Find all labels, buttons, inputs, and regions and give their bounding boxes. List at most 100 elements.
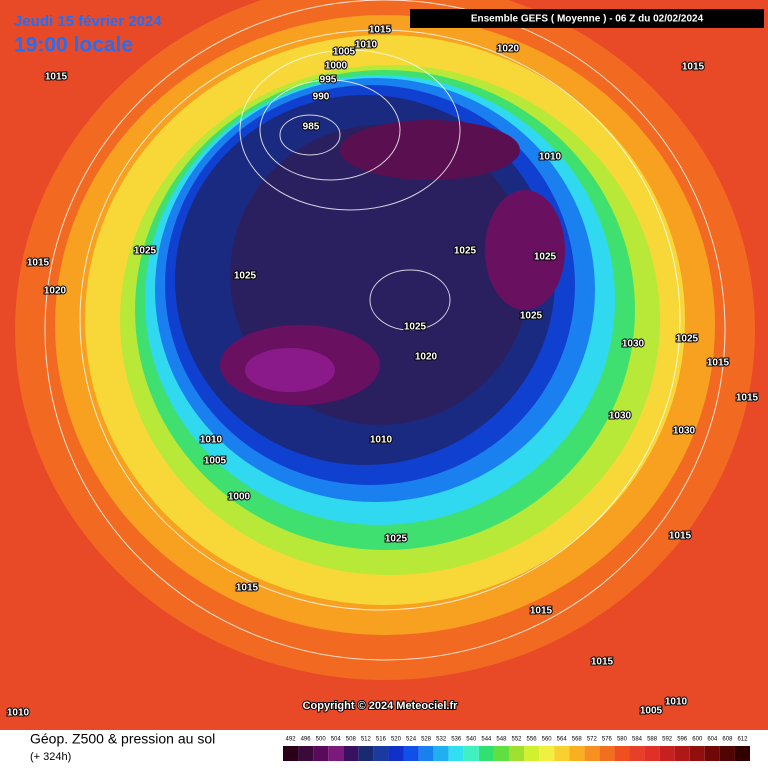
isobar-label: 1030 (673, 426, 696, 437)
lead-time: (+ 324h) (30, 751, 71, 763)
colorbar-swatch (463, 746, 479, 761)
colorbar-label: 496 (301, 737, 312, 743)
colorbar-label: 520 (391, 737, 402, 743)
colorbar-label: 516 (376, 737, 387, 743)
isobar-label: 1020 (497, 44, 520, 55)
isobar-label: 1010 (370, 435, 393, 446)
colorbar-label: 500 (316, 737, 327, 743)
colorbar-swatch (418, 746, 434, 761)
footer-title: Géop. Z500 & pression au sol (30, 731, 215, 747)
copyright: Copyright © 2024 Meteociel.fr (303, 700, 459, 712)
colorbar-label: 544 (481, 737, 492, 743)
run-box (410, 9, 764, 28)
colorbar-label: 588 (647, 737, 658, 743)
colorbar-label: 504 (331, 737, 342, 743)
isobar-label: 1025 (385, 534, 408, 545)
isobar-label: 1015 (45, 72, 68, 83)
colorbar-label: 552 (511, 737, 522, 743)
isobar-label: 1010 (665, 697, 688, 708)
colorbar-swatch (283, 746, 299, 761)
colorbar-swatch (644, 746, 660, 761)
isobar-label: 1025 (234, 271, 257, 282)
colorbar-label: 512 (361, 737, 372, 743)
colorbar-label: 524 (406, 737, 417, 743)
isobar-label: 1005 (640, 706, 663, 717)
colorbar-swatch (734, 746, 750, 761)
isobar-label: 1020 (44, 286, 67, 297)
isobar-label: 1015 (707, 358, 730, 369)
colorbar-label: 592 (662, 737, 673, 743)
isobar-label: 1010 (7, 708, 30, 719)
colorbar-swatch (358, 746, 374, 761)
isobar-label: 1025 (676, 334, 699, 345)
colorbar-swatch (403, 746, 419, 761)
isobar-label: 1015 (669, 531, 692, 542)
colorbar-swatch (433, 746, 449, 761)
isobar-label: 1015 (369, 25, 392, 36)
isobar-label: 1000 (228, 492, 251, 503)
colorbar-swatch (704, 746, 720, 761)
colorbar-label: 580 (617, 737, 628, 743)
colorbar: 492 496 500 504 508 512 516 520 524 528 532 536 540 5… (283, 737, 750, 761)
run-info: Ensemble GEFS ( Moyenne ) - 06 Z du 02/0… (471, 14, 704, 25)
isobar-label: 990 (313, 92, 330, 103)
isobar-label: 1005 (333, 47, 356, 58)
colorbar-swatch (629, 746, 645, 761)
isobar-label: 1010 (539, 152, 562, 163)
colorbar-swatch (719, 746, 735, 761)
colorbar-swatch (614, 746, 630, 761)
colorbar-swatch (689, 746, 705, 761)
isobar-label: 1030 (622, 339, 645, 350)
isobar-label: 1030 (609, 411, 632, 422)
colorbar-label: 584 (632, 737, 643, 743)
colorbar-swatch (674, 746, 690, 761)
isobar-label: 1015 (682, 62, 705, 73)
colorbar-swatch (448, 746, 464, 761)
colorbar-swatch (524, 746, 540, 761)
colorbar-swatch (659, 746, 675, 761)
colorbar-swatch (599, 746, 615, 761)
colorbar-label: 508 (346, 737, 357, 743)
colorbar-swatch (493, 746, 509, 761)
colorbar-swatch (388, 746, 404, 761)
isobar-label: 1025 (534, 252, 557, 263)
colorbar-swatch (478, 746, 494, 761)
isobar-label: 1015 (736, 393, 759, 404)
colorbar-label: 612 (737, 737, 748, 743)
isobar-label: 1020 (415, 352, 438, 363)
isobar-label: 1025 (134, 246, 157, 257)
colorbar-label: 536 (451, 737, 462, 743)
isobar-label: 1015 (530, 606, 553, 617)
colorbar-label: 556 (527, 737, 538, 743)
colorbar-label: 532 (436, 737, 447, 743)
isobar-label: 1015 (27, 258, 50, 269)
colorbar-label: 492 (286, 737, 297, 743)
colorbar-swatch (569, 746, 585, 761)
time: 19:00 locale (14, 34, 133, 57)
colorbar-label: 564 (557, 737, 568, 743)
isobar-label: 1010 (200, 435, 223, 446)
colorbar-swatch (298, 746, 314, 761)
colorbar-label: 608 (722, 737, 733, 743)
colorbar-swatch (508, 746, 525, 761)
colorbar-label: 540 (466, 737, 477, 743)
colorbar-swatch (343, 746, 359, 761)
colorbar-swatch (313, 746, 329, 761)
date: Jeudi 15 février 2024 (14, 13, 162, 30)
colorbar-label: 568 (572, 737, 583, 743)
isobar-label: 1010 (355, 40, 378, 51)
isobar-label: 1025 (454, 246, 477, 257)
isobar-label: 1025 (404, 322, 427, 333)
field (0, 0, 768, 730)
colorbar-label: 528 (421, 737, 432, 743)
isobar-label: 1015 (236, 583, 259, 594)
colorbar-label: 572 (587, 737, 598, 743)
isobar-label: 1005 (204, 456, 227, 467)
isobar-label: 995 (320, 75, 337, 86)
colorbar-swatch (373, 746, 389, 761)
colorbar-label: 560 (542, 737, 553, 743)
colorbar-label: 600 (692, 737, 703, 743)
colorbar-label: 604 (707, 737, 718, 743)
colorbar-swatch (328, 746, 344, 761)
